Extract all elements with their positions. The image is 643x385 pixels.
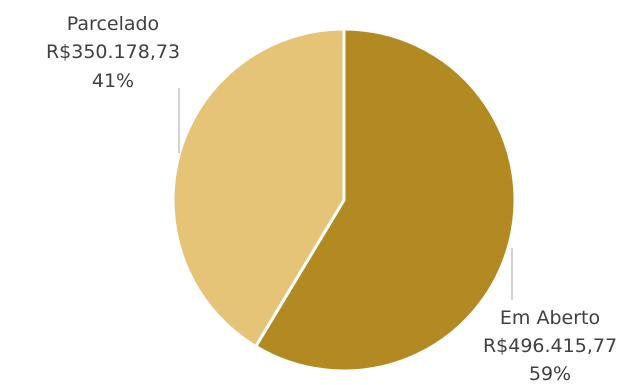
pie-slice-em-aberto: [254, 27, 517, 373]
pie-slice-parcelado: [171, 27, 346, 348]
pie-slices: [171, 27, 517, 373]
slice-label-percent-em-aberto: 59%: [529, 363, 571, 385]
slice-label-value-parcelado: R$350.178,73: [46, 41, 180, 63]
slice-label-name-parcelado: Parcelado: [67, 13, 159, 35]
slice-label-name-em-aberto: Em Aberto: [500, 307, 600, 329]
slice-label-percent-parcelado: 41%: [92, 70, 134, 92]
slice-label-value-em-aberto: R$496.415,77: [483, 335, 617, 357]
